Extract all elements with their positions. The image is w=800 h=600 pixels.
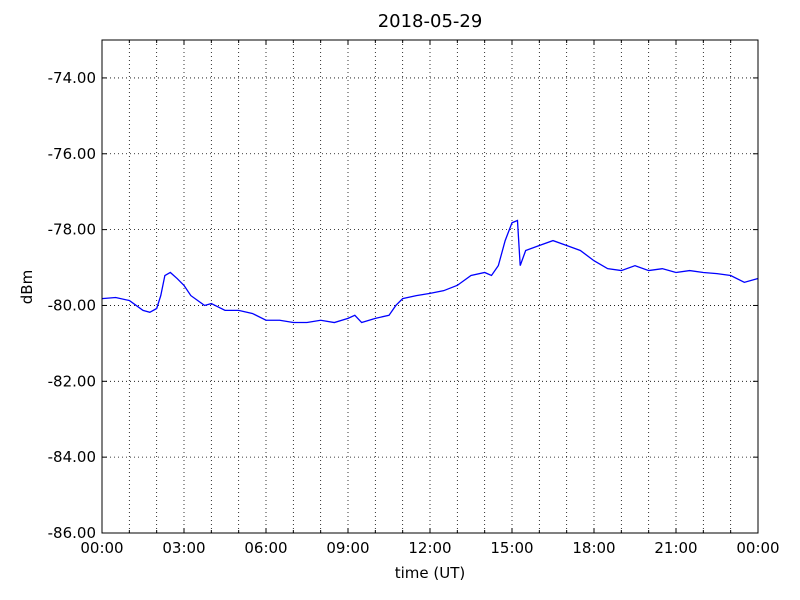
y-tick-label: -82.00 xyxy=(48,372,96,390)
x-tick-label: 06:00 xyxy=(244,539,287,557)
y-tick-label: -76.00 xyxy=(48,145,96,163)
chart-title: 2018-05-29 xyxy=(378,11,483,32)
x-tick-label: 03:00 xyxy=(162,539,205,557)
data-line xyxy=(101,219,759,324)
x-tick-label: 21:00 xyxy=(654,539,697,557)
y-tick-label: -74.00 xyxy=(48,69,96,87)
y-tick-label: -80.00 xyxy=(48,296,96,314)
x-tick-label: 00:00 xyxy=(80,539,123,557)
y-tick-label: -86.00 xyxy=(48,524,96,542)
x-axis-label: time (UT) xyxy=(395,564,466,582)
x-tick-label: 15:00 xyxy=(490,539,533,557)
plot-frame xyxy=(101,39,759,534)
y-tick-label: -78.00 xyxy=(48,221,96,239)
x-tick-label: 09:00 xyxy=(326,539,369,557)
x-tick-label: 00:00 xyxy=(736,539,779,557)
y-axis-label: dBm xyxy=(18,270,36,304)
x-tick-label: 18:00 xyxy=(572,539,615,557)
y-tick-label: -84.00 xyxy=(48,448,96,466)
x-tick-label: 12:00 xyxy=(408,539,451,557)
